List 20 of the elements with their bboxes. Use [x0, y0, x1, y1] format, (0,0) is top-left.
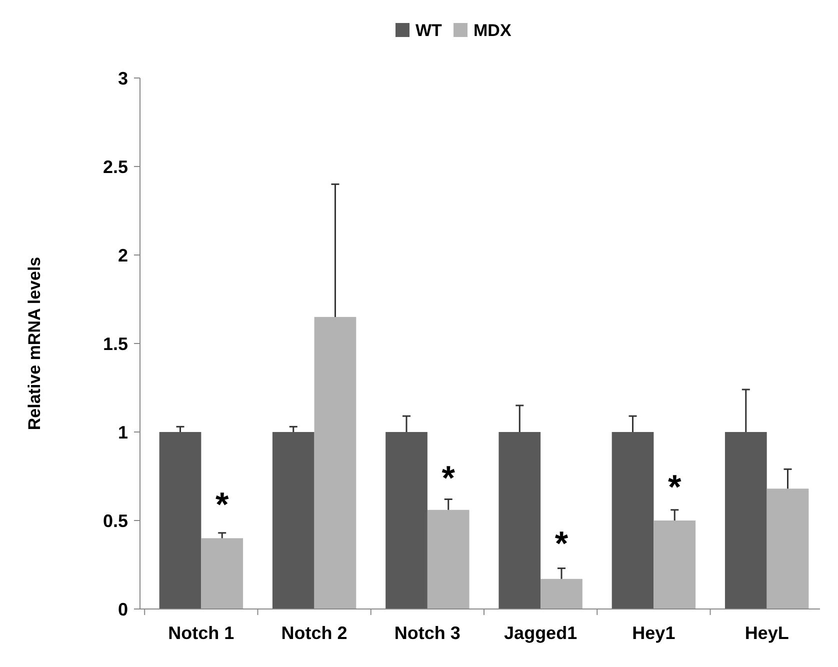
y-tick-label: 2.5 [102, 156, 128, 177]
legend-label: WT [416, 20, 443, 40]
annotation: * [554, 525, 569, 564]
y-tick-label: 1 [118, 422, 128, 442]
x-tick-label: Hey1 [632, 623, 676, 643]
y-tick-label: 1.5 [102, 334, 128, 354]
annotation: * [668, 468, 682, 506]
x-tick-label: Notch 1 [168, 623, 234, 643]
y-tick-label: 0.5 [102, 510, 128, 531]
x-tick-label: HeyL [744, 623, 789, 643]
annotation: * [442, 460, 456, 498]
x-tick-label: Jagged1 [504, 623, 578, 643]
x-tick-label: Notch 3 [394, 623, 460, 643]
y-tick-label: 2 [118, 245, 128, 266]
y-tick-label: 0 [118, 599, 128, 620]
y-axis-title: Relative mRNA levels [25, 256, 44, 430]
annotation: * [215, 486, 230, 524]
x-tick-label: Notch 2 [281, 623, 348, 643]
legend-label: MDX [474, 20, 512, 40]
y-tick-label: 3 [118, 68, 128, 88]
